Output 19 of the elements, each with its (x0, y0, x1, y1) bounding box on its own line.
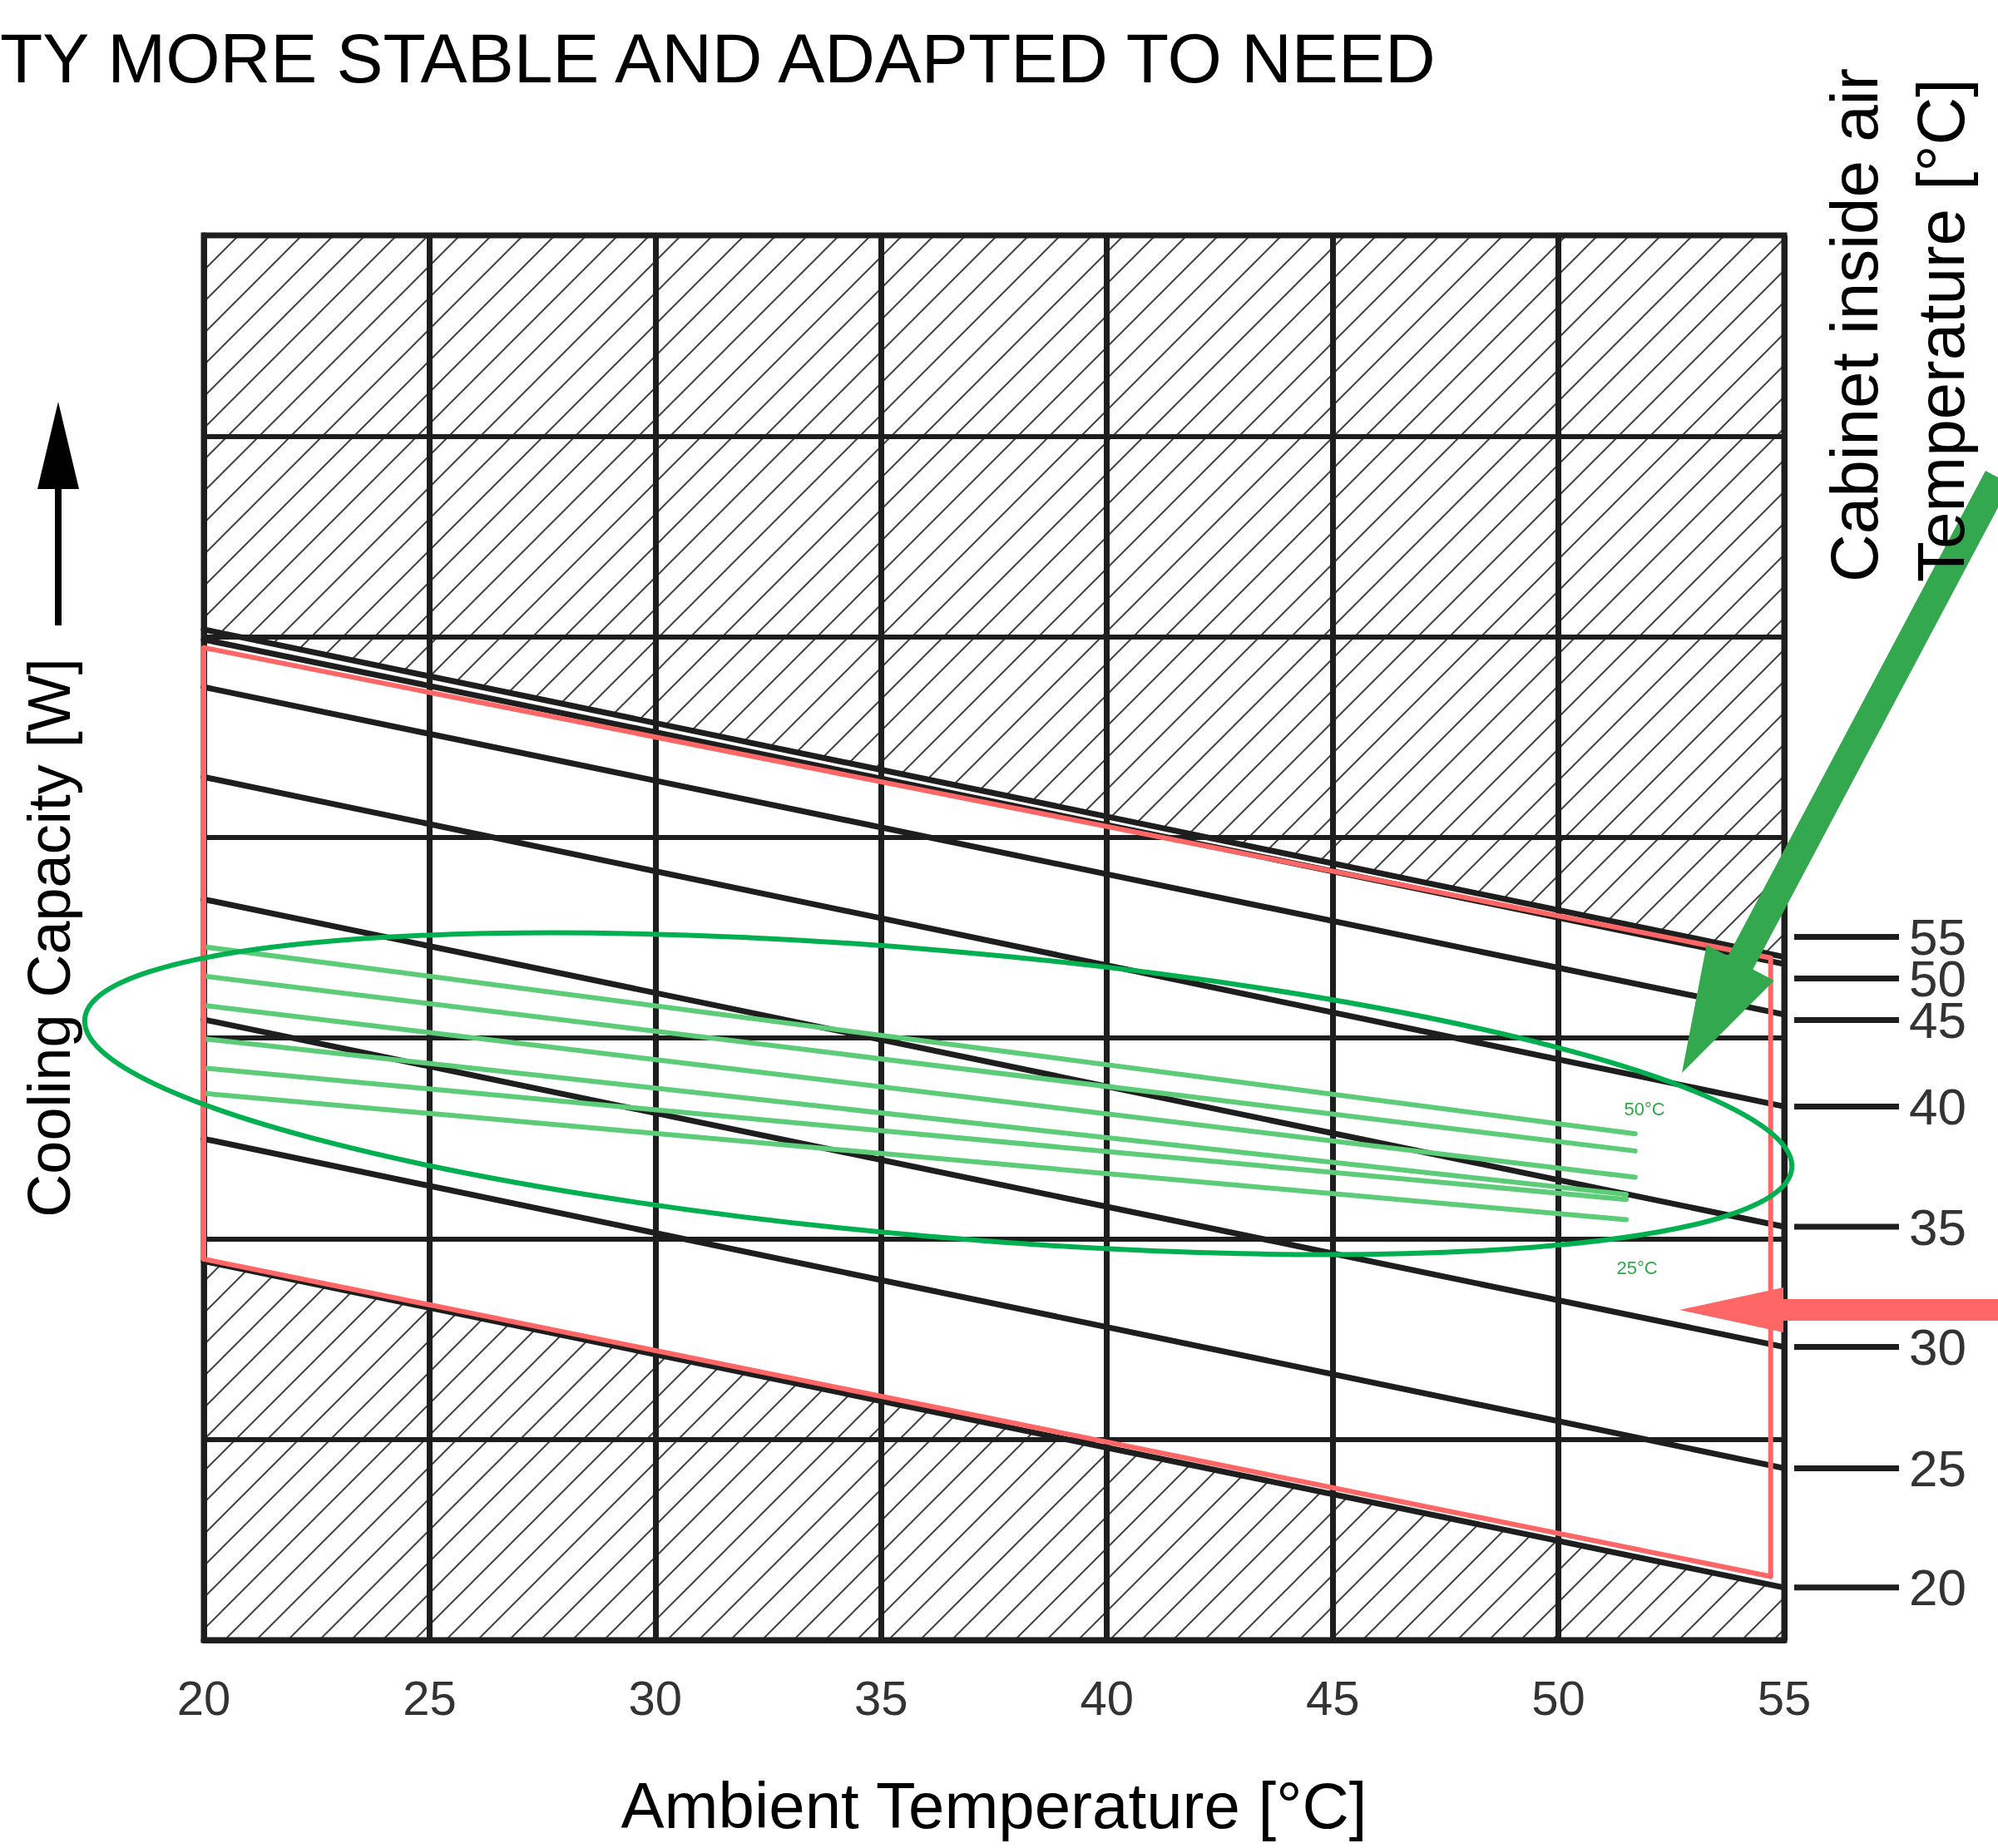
x-tick-label: 45 (1305, 1670, 1360, 1725)
y-axis-title: Cooling Capacity [W] (16, 658, 82, 1218)
x-tick-label: 25 (403, 1670, 457, 1725)
chart-title: TY MORE STABLE AND ADAPTED TO NEED (0, 18, 1436, 99)
x-axis-title: Ambient Temperature [°C] (621, 1769, 1367, 1842)
annotation: 50°C (1624, 1098, 1665, 1119)
legend-label: 35 (1909, 1198, 1966, 1256)
legend-label: 40 (1909, 1077, 1966, 1135)
x-tick-label: 30 (628, 1670, 683, 1725)
legend-label: 25 (1909, 1439, 1966, 1497)
legend-label: 20 (1909, 1559, 1966, 1617)
x-tick-label: 55 (1757, 1670, 1812, 1725)
legend-title: Cabinet inside air Temperature [°C] (1817, 67, 1979, 582)
x-tick-label: 40 (1080, 1670, 1134, 1725)
legend-label: 30 (1909, 1318, 1966, 1376)
x-tick-label: 20 (176, 1670, 231, 1725)
annotation: 25°C (1616, 1257, 1658, 1278)
x-tick-label: 35 (854, 1670, 908, 1725)
x-tick-label: 50 (1531, 1670, 1585, 1725)
